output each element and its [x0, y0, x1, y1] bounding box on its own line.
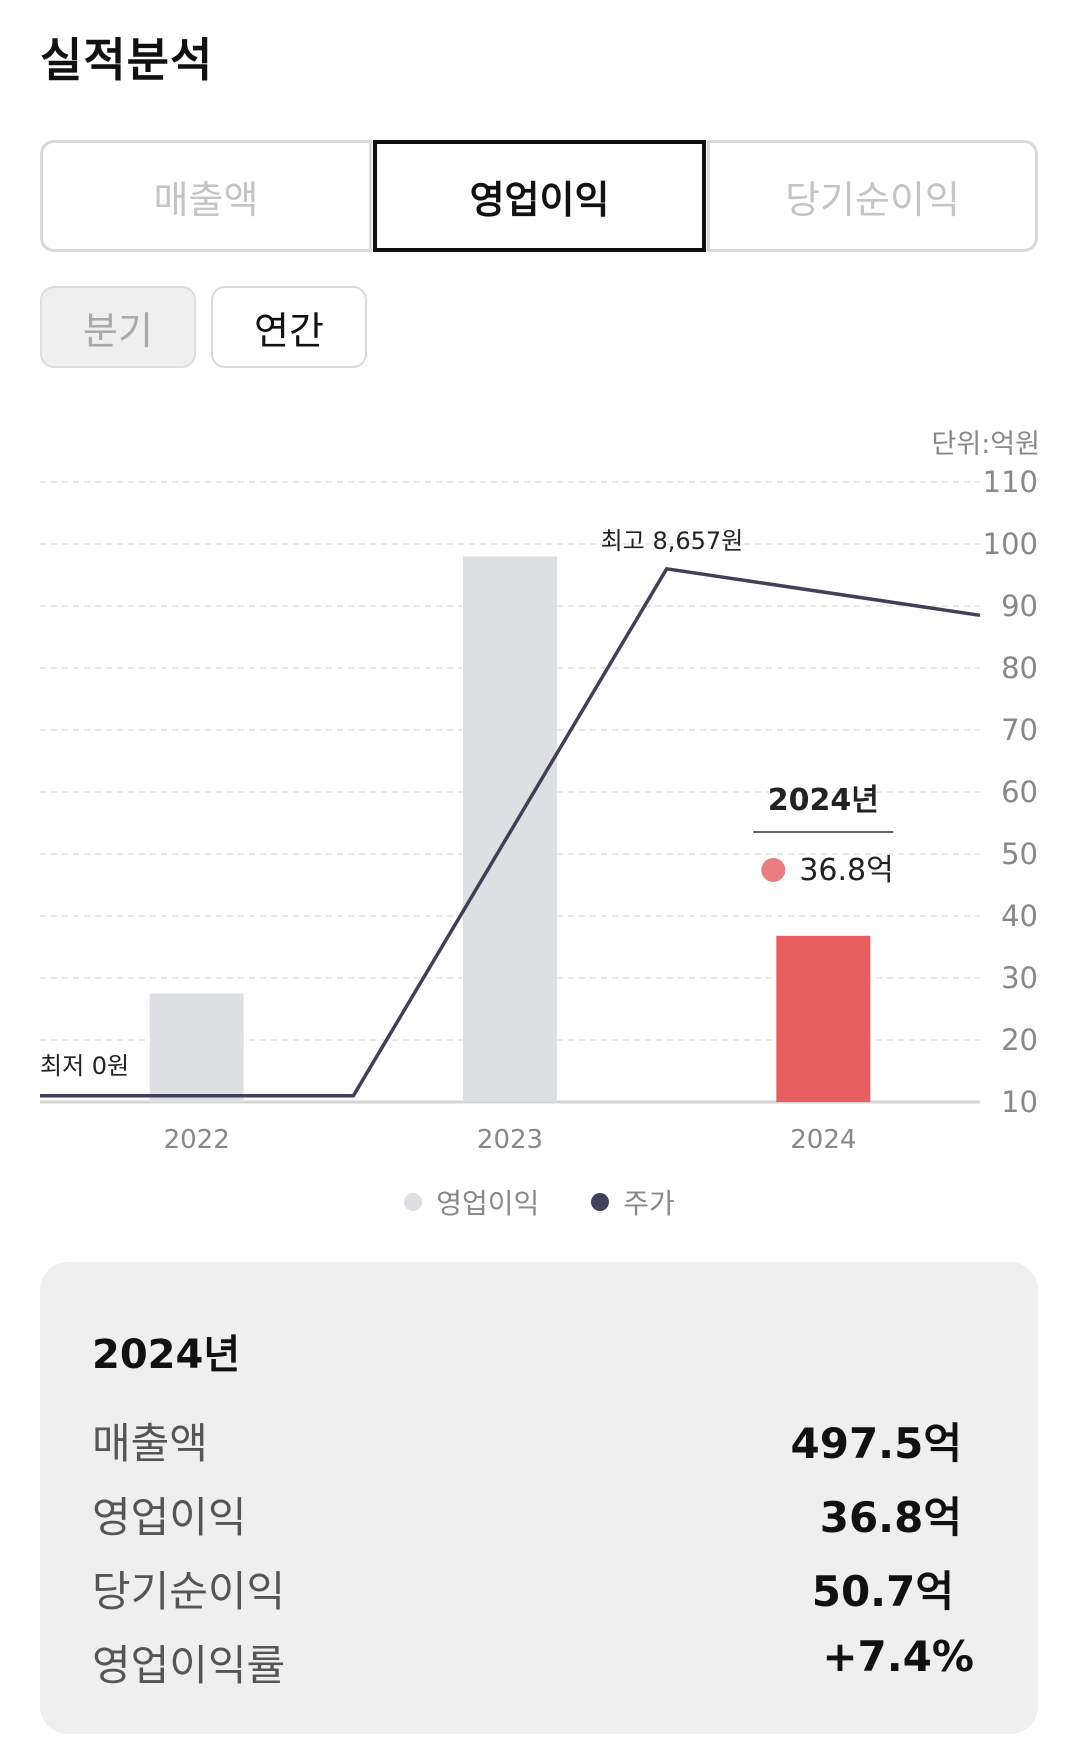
chart-legend: 영업이익 주가: [0, 1182, 1079, 1222]
summary-label: 영업이익률: [92, 1641, 286, 1690]
summary-value: +7.4%: [822, 1632, 974, 1681]
x-tick-label: 2022: [164, 1125, 230, 1155]
page-title: 실적분석: [40, 33, 214, 87]
tab-operating-profit[interactable]: 영업이익: [373, 140, 706, 252]
metric-tabs: 매출액 영업이익 당기순이익: [40, 140, 1038, 256]
x-tick-label: 2024: [790, 1125, 856, 1155]
summary-label: 당기순이익: [92, 1567, 286, 1616]
summary-year: 2024년: [92, 1332, 241, 1378]
operating-profit-chart: 단위:억원 110 100 90 80 70 60 50 40 30 20 10 2022 2023 202…: [40, 429, 1040, 1155]
unit-label: 단위:억원: [932, 429, 1040, 460]
legend-item-stock-price[interactable]: 주가: [591, 1182, 675, 1222]
x-tick-label: 2023: [477, 1125, 543, 1155]
y-tick-label: 70: [1001, 713, 1038, 747]
bar: [776, 935, 871, 1102]
y-tick-label: 20: [1001, 1023, 1038, 1057]
summary-value: 50.7억: [811, 1567, 954, 1616]
legend-dot-operating-profit: [404, 1193, 423, 1211]
y-tick-label: 50: [1001, 837, 1038, 871]
legend-item-operating-profit[interactable]: 영업이익: [404, 1182, 539, 1222]
tooltip-dot: [761, 858, 786, 882]
summary-row-net-income: 당기순이익 50.7억: [92, 1558, 1014, 1618]
summary-label: 매출액: [92, 1419, 208, 1468]
y-tick-label: 30: [1001, 961, 1038, 995]
summary-label: 영업이익: [92, 1493, 247, 1542]
legend-dot-stock-price: [591, 1193, 610, 1211]
period-annual-button[interactable]: 연간: [211, 286, 367, 368]
legend-label-stock-price: 주가: [623, 1187, 675, 1220]
bar: [149, 993, 244, 1102]
summary-value: 497.5억: [790, 1419, 963, 1468]
legend-label-operating-profit: 영업이익: [436, 1187, 540, 1220]
tooltip-value: 36.8억: [799, 853, 893, 888]
min-price-annotation: 최저 0원: [40, 1052, 129, 1080]
summary-card: 2024년 매출액 497.5억 영업이익 36.8억 당기순이익 50.7억 …: [40, 1262, 1038, 1734]
period-quarterly-button[interactable]: 분기: [40, 286, 196, 368]
y-tick-label: 10: [1001, 1085, 1038, 1119]
y-tick-label: 60: [1001, 775, 1038, 809]
summary-row-revenue: 매출액 497.5억: [92, 1410, 1014, 1470]
max-price-annotation: 최고 8,657원: [601, 527, 744, 555]
y-tick-label: 80: [1001, 651, 1038, 685]
summary-row-operating-margin: 영업이익률 +7.4%: [92, 1632, 1014, 1692]
tab-revenue[interactable]: 매출액: [40, 140, 372, 252]
y-tick-label: 100: [983, 527, 1038, 561]
summary-value: 36.8억: [819, 1493, 962, 1542]
y-tick-label: 40: [1001, 899, 1038, 933]
stock-price-line: [40, 567, 981, 1098]
y-tick-label: 110: [983, 465, 1038, 499]
tab-net-income[interactable]: 당기순이익: [707, 140, 1038, 252]
tooltip-year: 2024년: [768, 783, 879, 818]
summary-row-operating-profit: 영업이익 36.8억: [92, 1484, 1014, 1544]
y-tick-label: 90: [1001, 589, 1038, 623]
